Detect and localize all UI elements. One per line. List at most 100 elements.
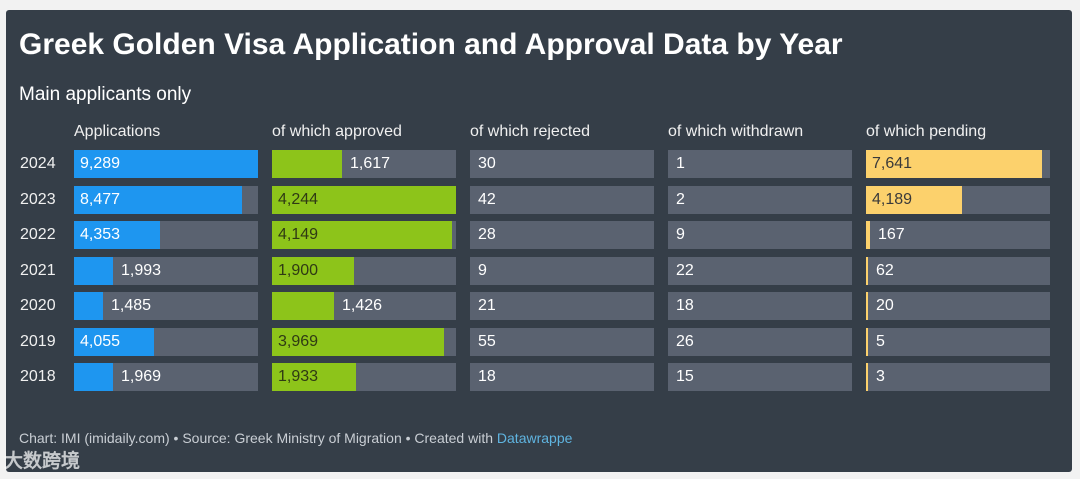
cell-applications-2020: 1,485 [74, 292, 258, 320]
value-of-which-withdrawn-2020: 18 [676, 297, 694, 314]
value-of-which-rejected-2024: 30 [478, 155, 496, 172]
value-applications-2023: 8,477 [80, 190, 121, 208]
value-of-which-approved-2018: 1,933 [278, 368, 319, 385]
bar-of-which-approved-2018 [272, 363, 356, 391]
bar-of-which-approved-2023 [272, 185, 456, 214]
bar-of-which-pending-2020 [866, 292, 868, 320]
value-of-which-rejected-2020: 21 [478, 297, 496, 314]
datawrapper-link[interactable]: Datawrappe [496, 430, 573, 446]
year-label-2023: 2023 [20, 190, 56, 208]
cell-of-which-rejected-2022: 28 [470, 221, 654, 249]
bar-of-which-approved-2022 [272, 221, 452, 249]
value-of-which-pending-2019: 5 [876, 332, 885, 350]
cell-of-which-rejected-2020: 21 [470, 292, 654, 320]
chart-card: Greek Golden Visa Application and Approv… [6, 10, 1072, 472]
column-header-applications: Applications [74, 123, 161, 140]
value-applications-2020: 1,485 [111, 297, 152, 314]
value-of-which-approved-2022: 4,149 [278, 226, 319, 243]
value-of-which-withdrawn-2021: 22 [676, 261, 694, 279]
cell-of-which-pending-2019: 5 [866, 327, 1050, 356]
value-of-which-withdrawn-2019: 26 [676, 332, 694, 350]
cell-of-which-rejected-2019: 55 [470, 327, 654, 356]
cell-of-which-approved-2021: 1,900 [272, 256, 456, 285]
value-of-which-pending-2020: 20 [876, 297, 894, 314]
value-of-which-approved-2023: 4,244 [278, 190, 319, 208]
value-of-which-pending-2022: 167 [878, 226, 905, 243]
bar-of-which-pending-2021 [866, 256, 868, 285]
cell-of-which-pending-2024: 7,641 [866, 150, 1050, 178]
cell-of-which-withdrawn-2018: 15 [668, 363, 852, 391]
cell-applications-2019: 4,055 [74, 327, 258, 356]
value-applications-2019: 4,055 [80, 332, 121, 350]
value-applications-2022: 4,353 [80, 226, 121, 243]
value-of-which-approved-2024: 1,617 [350, 155, 391, 172]
column-header-of-which-approved: of which approved [272, 123, 402, 140]
chart-subtitle: Main applicants only [19, 84, 192, 105]
bar-of-which-pending-2019 [866, 327, 868, 356]
cell-of-which-approved-2019: 3,969 [272, 327, 456, 356]
value-of-which-rejected-2021: 9 [478, 261, 487, 279]
cell-of-which-approved-2023: 4,244 [272, 185, 456, 214]
bar-of-which-pending-2018 [866, 363, 868, 391]
value-of-which-approved-2020: 1,426 [342, 297, 383, 314]
column-header-of-which-withdrawn: of which withdrawn [668, 123, 804, 140]
cell-of-which-pending-2022: 167 [866, 221, 1050, 249]
cell-of-which-pending-2021: 62 [866, 256, 1050, 285]
footer-credits: Chart: IMI (imidaily.com) • Source: Gree… [19, 430, 497, 446]
bar-applications-2019 [74, 327, 154, 356]
cell-applications-2018: 1,969 [74, 363, 258, 391]
cell-of-which-rejected-2021: 9 [470, 256, 654, 285]
value-applications-2024: 9,289 [80, 155, 121, 172]
cell-applications-2022: 4,353 [74, 221, 258, 249]
year-label-2019: 2019 [20, 332, 56, 350]
value-of-which-approved-2021: 1,900 [278, 261, 319, 279]
value-of-which-rejected-2019: 55 [478, 332, 496, 350]
bar-of-which-approved-2019 [272, 327, 444, 356]
bar-applications-2023 [74, 185, 242, 214]
cell-of-which-withdrawn-2024: 1 [668, 150, 852, 178]
cell-of-which-rejected-2023: 42 [470, 185, 654, 214]
cell-of-which-approved-2024: 1,617 [272, 150, 456, 178]
year-label-2024: 2024 [20, 155, 56, 172]
column-header-of-which-pending: of which pending [866, 123, 987, 140]
value-of-which-withdrawn-2023: 2 [676, 190, 685, 208]
bar-applications-2020 [74, 292, 103, 320]
cell-of-which-rejected-2024: 30 [470, 150, 654, 178]
value-applications-2018: 1,969 [121, 368, 162, 385]
bar-applications-2018 [74, 363, 113, 391]
value-of-which-rejected-2023: 42 [478, 190, 496, 208]
value-of-which-approved-2019: 3,969 [278, 332, 319, 350]
value-applications-2021: 1,993 [121, 261, 162, 279]
cell-of-which-withdrawn-2019: 26 [668, 327, 852, 356]
chart-title: Greek Golden Visa Application and Approv… [19, 28, 843, 61]
year-label-2022: 2022 [20, 226, 56, 243]
value-of-which-pending-2023: 4,189 [872, 190, 913, 208]
bar-applications-2022 [74, 221, 160, 249]
watermark-logo: 大数跨境 [4, 451, 81, 472]
cell-of-which-withdrawn-2023: 2 [668, 185, 852, 214]
value-of-which-withdrawn-2024: 1 [676, 155, 685, 172]
cell-applications-2024: 9,289 [74, 150, 258, 178]
value-of-which-rejected-2022: 28 [478, 226, 496, 243]
cell-of-which-withdrawn-2021: 22 [668, 256, 852, 285]
value-of-which-pending-2021: 62 [876, 261, 894, 279]
year-label-2020: 2020 [20, 297, 56, 314]
chart-footer: Chart: IMI (imidaily.com) • Source: Gree… [19, 430, 572, 446]
column-header-of-which-rejected: of which rejected [470, 123, 591, 140]
data-table: Applications of which approved of which re… [6, 10, 1072, 410]
cell-of-which-approved-2020: 1,426 [272, 292, 456, 320]
bar-of-which-approved-2024 [272, 150, 342, 178]
cell-applications-2023: 8,477 [74, 185, 258, 214]
cell-of-which-rejected-2018: 18 [470, 363, 654, 391]
cell-applications-2021: 1,993 [74, 256, 258, 285]
bar-of-which-pending-2022 [866, 221, 870, 249]
value-of-which-withdrawn-2022: 9 [676, 226, 685, 243]
bar-applications-2024 [74, 150, 258, 178]
value-of-which-pending-2024: 7,641 [872, 155, 913, 172]
bar-applications-2021 [74, 256, 113, 285]
cell-of-which-pending-2018: 3 [866, 363, 1050, 391]
bar-of-which-approved-2020 [272, 292, 334, 320]
value-of-which-rejected-2018: 18 [478, 368, 496, 385]
cell-of-which-approved-2018: 1,933 [272, 363, 456, 391]
year-label-2021: 2021 [20, 261, 56, 279]
